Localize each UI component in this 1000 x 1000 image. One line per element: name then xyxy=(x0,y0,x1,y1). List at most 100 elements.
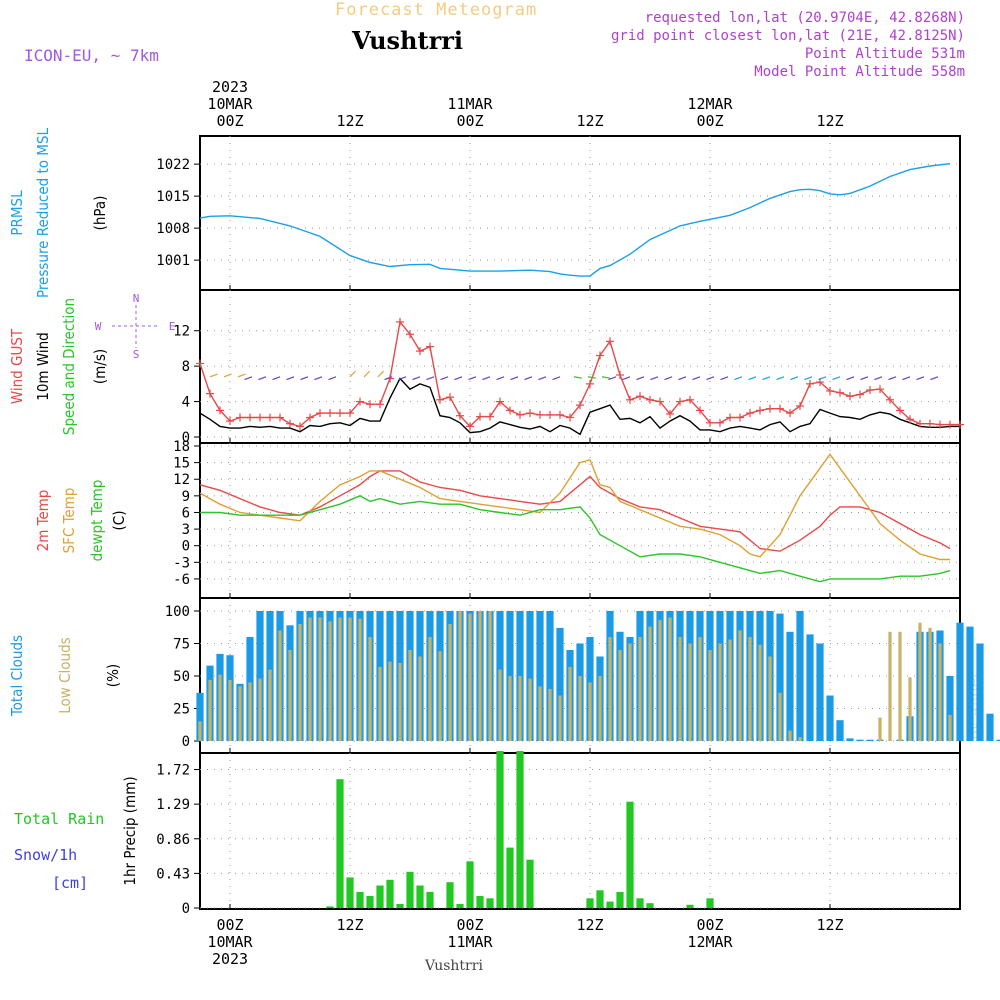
wind-gust-marker xyxy=(656,397,664,406)
low-cloud-bar xyxy=(918,622,922,741)
wind-gust-marker xyxy=(216,406,224,415)
low-cloud-bar xyxy=(618,650,622,741)
low-cloud-bar xyxy=(718,643,722,741)
precip-panel: 0 0.43 0.86 1.29 1.72 Total Rain Snow/1h [cm] 1h… xyxy=(14,752,961,917)
rain-bar xyxy=(516,751,524,908)
bottom-time-label: 00Z xyxy=(456,916,483,934)
low-cloud-bar xyxy=(238,686,242,741)
wind-gust-marker xyxy=(436,395,444,404)
clouds-unit-label: (%) xyxy=(104,664,122,687)
wind-gust-marker xyxy=(726,413,734,422)
low-cloud-bar xyxy=(898,631,902,741)
total-cloud-bar xyxy=(806,634,814,741)
wind-direction-arrow xyxy=(818,376,827,381)
wind-gust-marker xyxy=(356,397,364,406)
wind-ytick-label: 0 xyxy=(182,430,190,446)
pressure-ytick-label: 1001 xyxy=(156,253,190,269)
total-cloud-bar xyxy=(536,611,544,741)
rain-bar xyxy=(416,885,424,908)
low-cloud-bar xyxy=(358,618,362,741)
wind-gust-marker xyxy=(276,413,284,422)
wind-gust-marker xyxy=(526,409,534,418)
total-cloud-bar xyxy=(846,738,854,741)
wind-gust-marker xyxy=(296,422,304,431)
wind-direction-arrow xyxy=(832,376,841,381)
requested-coordinates: requested lon,lat (20.9704E, 42.8268N) xyxy=(644,10,965,26)
wind-direction-arrow xyxy=(601,376,610,379)
low-cloud-bar xyxy=(288,650,292,741)
low-cloud-bar xyxy=(908,677,912,741)
total-cloud-bar xyxy=(826,695,834,741)
low-cloud-bar xyxy=(888,631,892,741)
wind-gust-marker xyxy=(776,404,784,413)
wind-gust-marker xyxy=(236,413,244,422)
wind-gust-marker xyxy=(396,317,404,326)
wind-direction-arrow xyxy=(902,376,911,381)
low-cloud-bar xyxy=(248,682,252,741)
wind-panel: 0 4 8 12 Wind GUST 10m Wind Speed and Directio… xyxy=(8,289,961,446)
wind-direction-arrow xyxy=(678,376,687,381)
wind-gust-marker xyxy=(736,413,744,422)
rain-bar xyxy=(376,885,384,908)
wind-gust-marker xyxy=(316,409,324,418)
low-cloud-bar xyxy=(408,650,412,741)
wind-unit-label: (m/s) xyxy=(91,349,109,384)
temp-dewpt-line xyxy=(200,495,951,583)
top-time-label: 00Z xyxy=(696,112,723,130)
temperature-ytick-label: 12 xyxy=(173,472,190,488)
low-cloud-bar xyxy=(658,620,662,741)
total-cloud-bar xyxy=(546,611,554,741)
clouds-ytick-label: 50 xyxy=(173,669,190,685)
top-time-label: 12Z xyxy=(336,112,363,130)
precip-ytick-label: 1.29 xyxy=(156,797,190,813)
bottom-time-label: 12Z xyxy=(816,916,843,934)
wind-direction-arrow xyxy=(720,376,729,381)
rain-bar xyxy=(686,904,694,908)
low-cloud-bar xyxy=(578,676,582,741)
wind-direction-arrow xyxy=(573,376,582,379)
pressure-ytick-label: 1022 xyxy=(156,157,190,173)
wind-gust-marker xyxy=(826,386,834,395)
wind-direction-arrow xyxy=(524,376,533,381)
low-cloud-bar xyxy=(278,630,282,741)
rain-bar xyxy=(646,903,654,908)
wind-gust-marker xyxy=(486,412,494,421)
wind-direction-arrow xyxy=(762,376,771,381)
wind-gust-marker xyxy=(446,393,454,402)
low-cloud-bar xyxy=(938,643,942,741)
pressure-series-label: Pressure Reduced to MSL xyxy=(34,127,52,298)
clouds-ytick-label: 25 xyxy=(173,702,190,718)
wind-direction-arrow xyxy=(510,376,519,381)
top-time-label: 00Z xyxy=(216,112,243,130)
low-cloud-bar xyxy=(558,695,562,741)
wind-gust-marker xyxy=(906,415,914,424)
low-cloud-bar xyxy=(298,624,302,741)
low-cloud-bar xyxy=(228,679,232,741)
rain-bar xyxy=(706,898,714,908)
wind-gust-marker xyxy=(536,410,544,419)
wind-direction-arrow xyxy=(377,370,385,378)
rain-bar xyxy=(506,847,514,908)
wind-gust-marker xyxy=(886,395,894,404)
wind-gust-marker xyxy=(716,418,724,427)
low-cloud-bar xyxy=(368,637,372,741)
low-cloud-bar xyxy=(758,644,762,741)
low-cloud-bar xyxy=(328,621,332,741)
rain-bar xyxy=(426,891,434,908)
wind-direction-arrow xyxy=(587,376,596,379)
wind-direction-arrow xyxy=(440,376,449,381)
low-cloud-bar xyxy=(788,730,792,741)
clouds-ytick-label: 100 xyxy=(165,604,190,620)
wind-series-label: Speed and Direction xyxy=(60,298,78,435)
pressure-panel: 1001 1008 1015 1022 PRMSL Pressure Reduced to… xyxy=(8,127,961,298)
wind-direction-arrow xyxy=(272,376,281,381)
wind-gust-marker xyxy=(586,379,594,388)
wind-direction-arrow xyxy=(314,376,323,381)
total-cloud-bar xyxy=(866,739,874,741)
clouds-series-label: Total Clouds xyxy=(8,635,26,717)
low-cloud-bar xyxy=(548,689,552,741)
low-cloud-bar xyxy=(708,650,712,741)
wind-direction-arrow xyxy=(328,376,337,381)
rain-bar xyxy=(636,898,644,908)
